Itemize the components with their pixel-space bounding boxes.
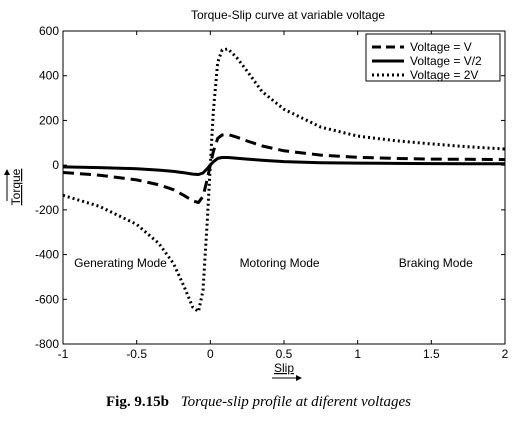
series-line-0 <box>62 133 506 204</box>
y-tick-label-2: 200 <box>39 113 59 127</box>
x-tick-label-6: 2 <box>502 347 509 361</box>
x-tick-label-1: -0.5 <box>126 347 147 361</box>
chart-title: Torque-Slip curve at variable voltage <box>191 8 385 22</box>
curves-layer <box>62 47 506 314</box>
y-tick-label-7: -800 <box>35 337 59 351</box>
x-tick-label-2: 0 <box>207 347 214 361</box>
legend-label-voltage-2v: Voltage = 2V <box>410 68 478 82</box>
x-tick-label-4: 1 <box>354 347 361 361</box>
figure-number: Fig. 9.15b <box>106 394 169 410</box>
y-axis-label: Torque <box>9 168 23 205</box>
x-tick-label-0: -1 <box>58 347 69 361</box>
y-axis-label-group: Torque <box>4 168 23 205</box>
y-axis-label-arrowhead <box>4 169 10 175</box>
y-tick-label-4: -200 <box>35 203 59 217</box>
mode-annotation-1: Motoring Mode <box>240 256 320 270</box>
y-tick-label-1: 400 <box>39 69 59 83</box>
x-axis: -1 -0.5 0 0.5 1 1.5 2 <box>58 31 509 361</box>
x-tick-label-5: 1.5 <box>423 347 440 361</box>
y-tick-label-6: -600 <box>35 292 59 306</box>
figure-caption: Fig. 9.15b Torque-slip profile at difere… <box>0 394 517 411</box>
legend: Voltage = V Voltage = V/2 Voltage = 2V <box>365 33 501 82</box>
y-tick-label-5: -400 <box>35 248 59 262</box>
y-tick-label-3: 0 <box>52 158 59 172</box>
legend-label-voltage-v-half: Voltage = V/2 <box>410 54 482 68</box>
mode-annotation-0: Generating Mode <box>74 256 167 270</box>
series-line-1 <box>62 156 505 176</box>
plot-area: Generating Mode Motoring Mode Braking Mode <box>62 30 506 345</box>
legend-box <box>365 33 501 82</box>
x-axis-label: Slip <box>274 361 294 375</box>
x-axis-label-arrowhead <box>296 375 302 381</box>
x-axis-label-group: Slip <box>272 361 302 381</box>
figure-caption-text: Torque-slip profile at diferent voltages <box>180 394 411 410</box>
legend-label-voltage-v: Voltage = V <box>410 40 472 54</box>
y-axis: 600 400 200 0 -200 -400 -600 -800 <box>35 24 505 351</box>
x-tick-label-3: 0.5 <box>276 347 293 361</box>
mode-annotation-2: Braking Mode <box>399 256 473 270</box>
y-tick-label-0: 600 <box>39 24 59 38</box>
annotations-layer: Generating Mode Motoring Mode Braking Mode <box>74 256 473 270</box>
plot-frame <box>62 30 506 345</box>
